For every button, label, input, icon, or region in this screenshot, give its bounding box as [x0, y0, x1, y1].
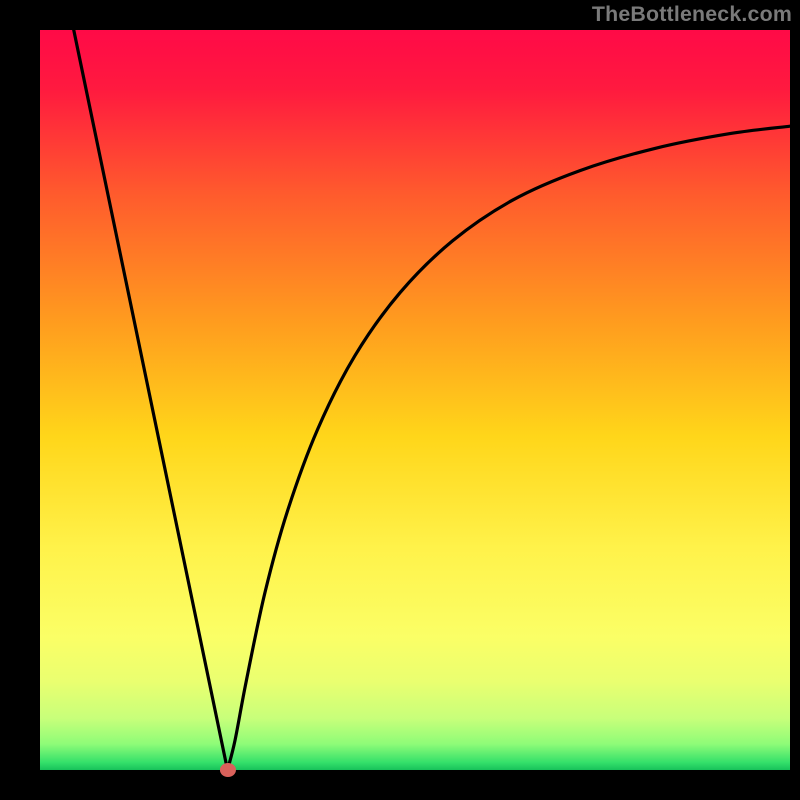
watermark-label: TheBottleneck.com	[592, 2, 792, 27]
curve-svg	[40, 30, 790, 770]
minimum-marker	[219, 763, 235, 777]
plot-area	[40, 30, 790, 770]
chart-canvas: TheBottleneck.com	[0, 0, 800, 800]
bottleneck-curve	[74, 30, 790, 770]
